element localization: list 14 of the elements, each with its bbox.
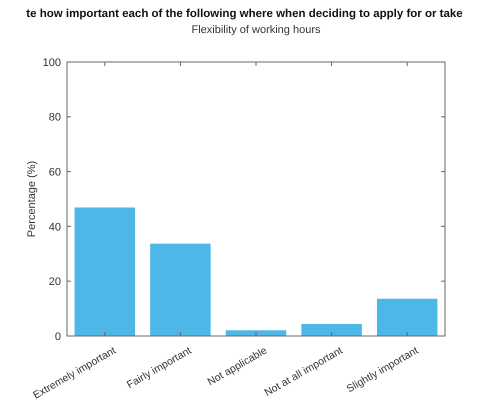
chart-title: te how important each of the following where when deciding to apply for or take [26,8,463,20]
chart-subtitle: Flexibility of working hours [192,24,321,36]
y-tick-label: 60 [48,166,61,178]
bar [226,330,286,336]
bar [150,244,211,336]
y-axis-title: Percentage (%) [26,160,38,238]
y-tick-label: 40 [48,221,61,234]
y-tick-label: 100 [42,56,61,69]
y-tick-label: 20 [48,276,61,288]
bar [376,298,438,336]
bar [74,207,136,336]
y-tick-label: 0 [54,330,61,343]
y-tick-label: 80 [48,112,61,124]
bar [301,324,362,336]
